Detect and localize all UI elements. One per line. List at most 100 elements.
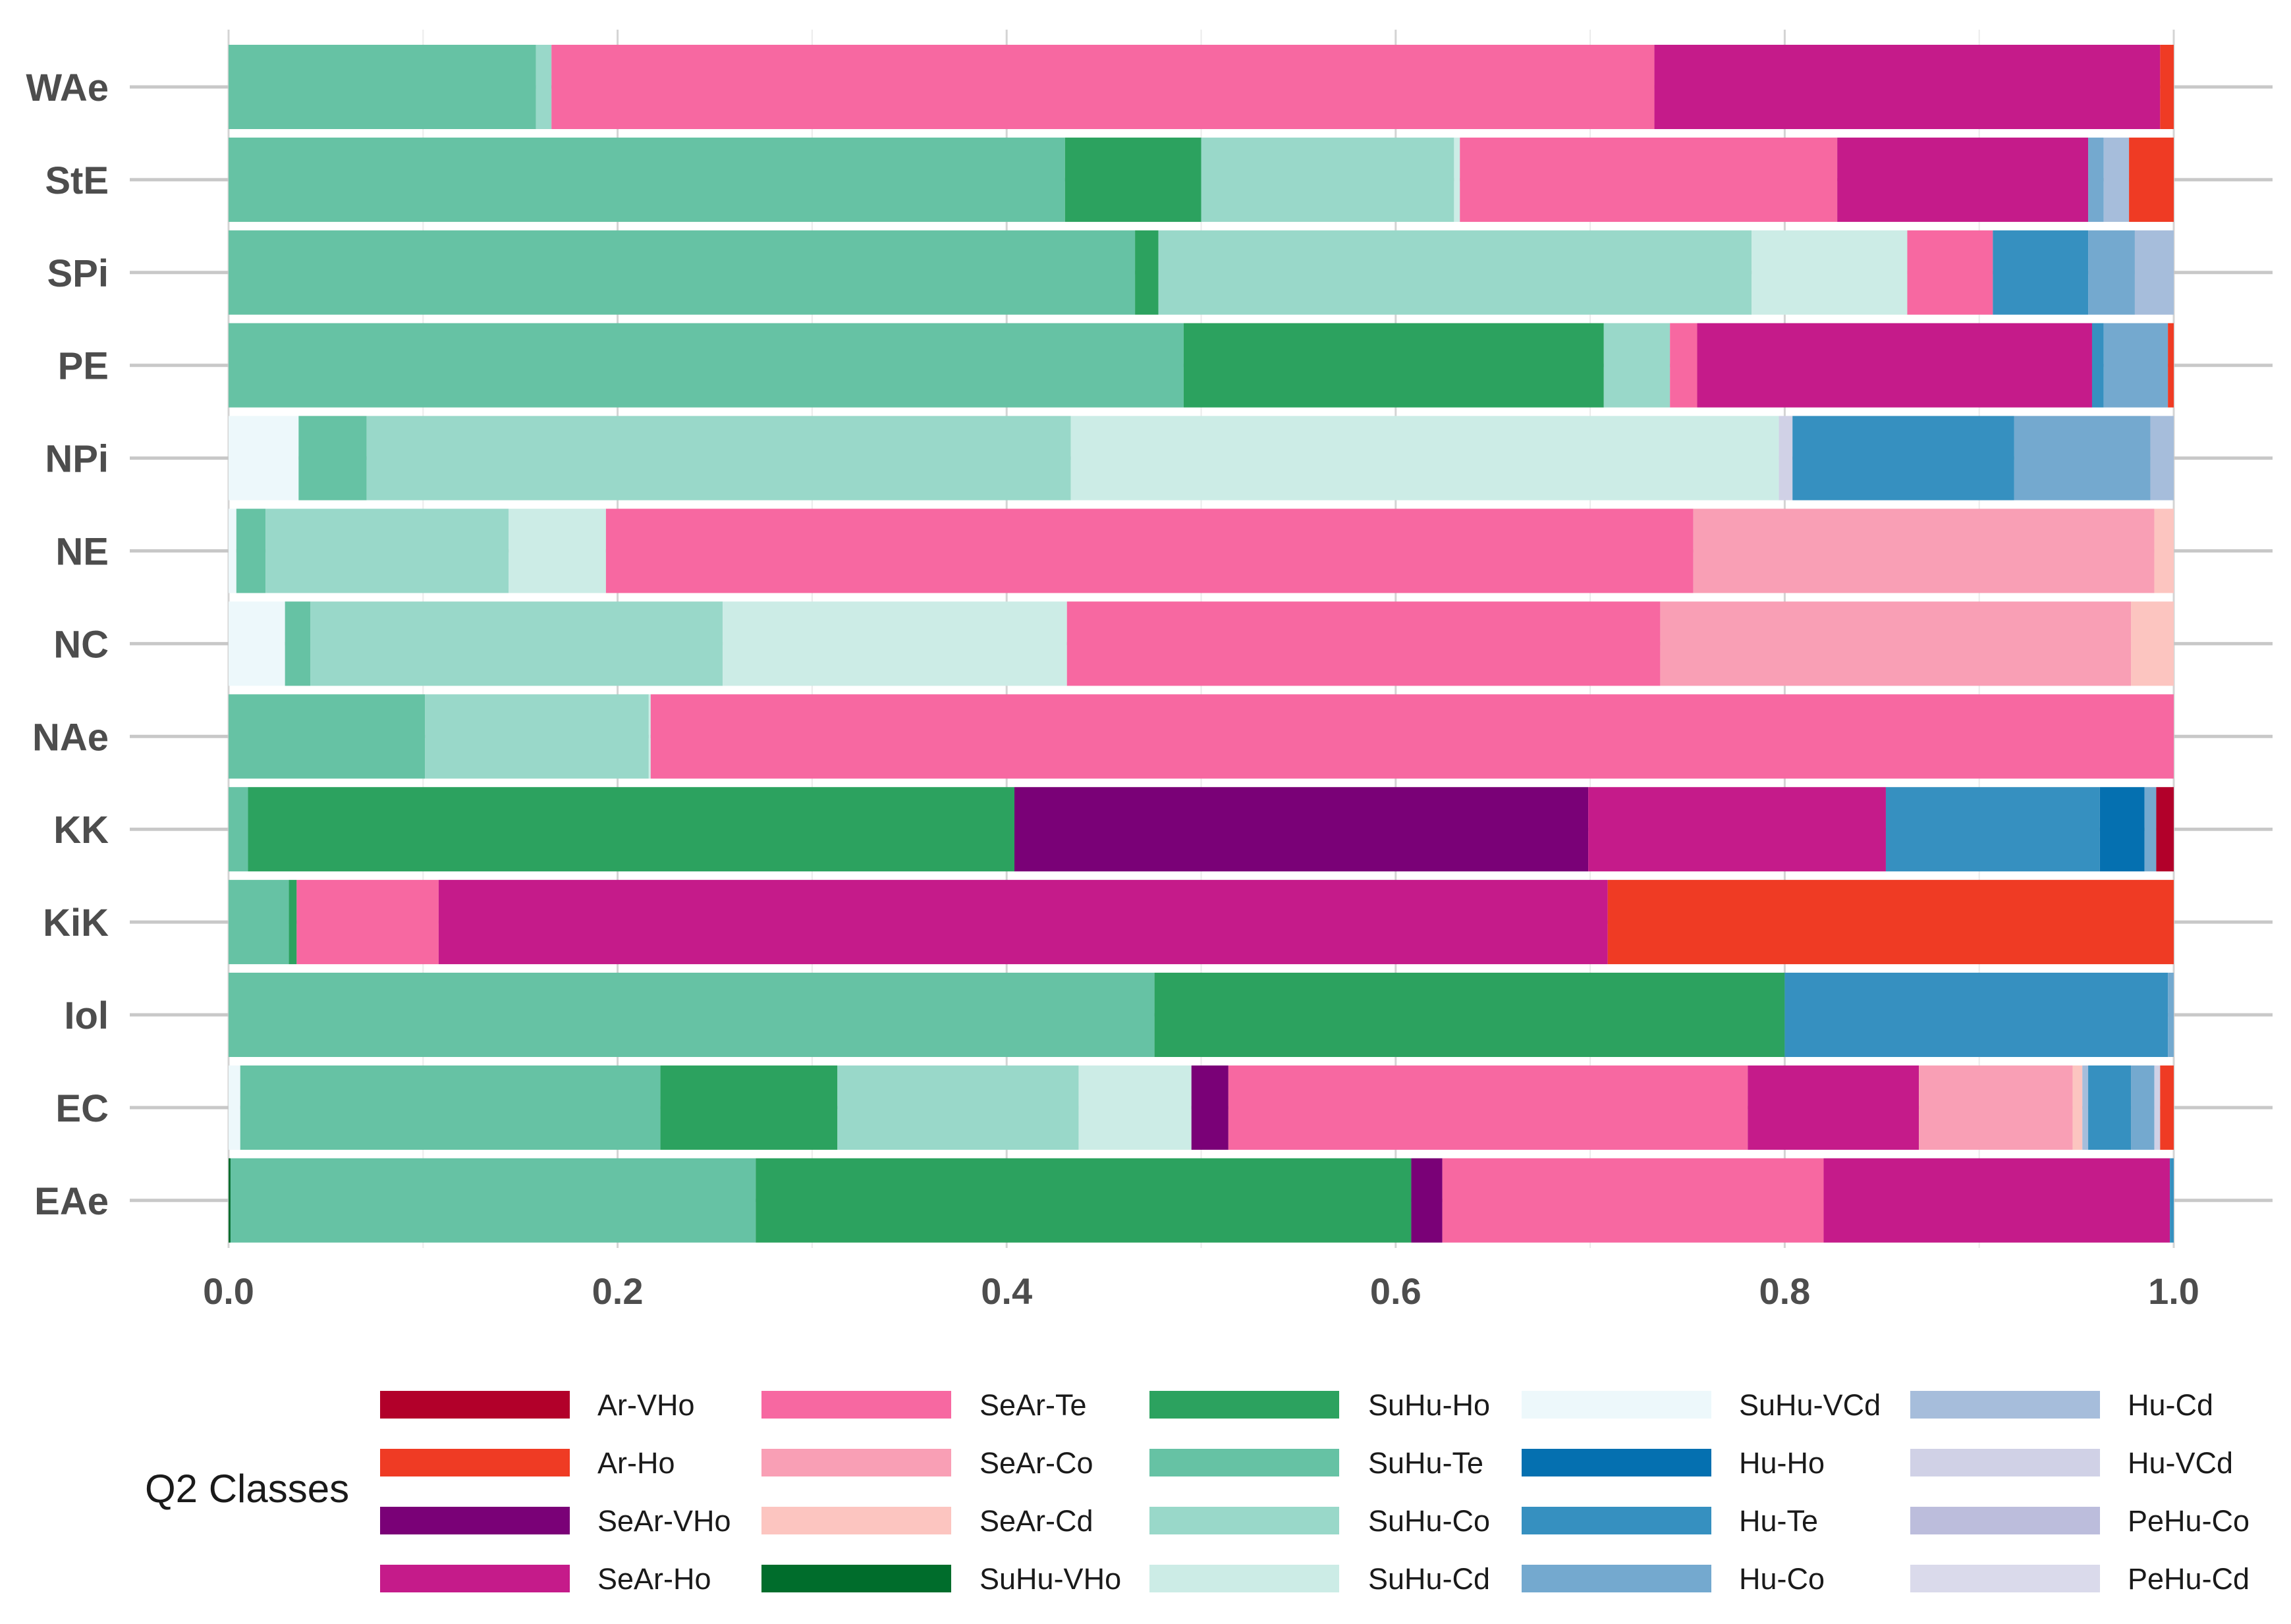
legend-label: SuHu-Ho [1368,1388,1490,1422]
bar-segment-NC-SuHu-Te: NC · SuHu-Te: 0.013 [285,601,311,686]
y-tick-label: EAe [34,1180,109,1223]
bar-segment-KK-Hu-Te: KK · Hu-Te: 0.11 [1885,787,2100,872]
bar-segment-Iol-SuHu-Te: Iol · SuHu-Te: 0.476 [229,973,1155,1057]
bar-segment-WAe-SuHu-Te: WAe · SuHu-Te: 0.158 [229,45,536,129]
legend-item-Ar-Ho: Ar-Ho [380,1446,675,1480]
legend-item-SuHu-VHo: SuHu-VHo [761,1562,1121,1596]
legend-swatch [761,1565,951,1592]
legend-swatch [761,1507,951,1534]
bar-group-StE: StE · SuHu-Te: 0.43StE · SuHu-Ho: 0.07St… [229,137,2174,222]
bar-segment-EAe-SeAr-VHo: EAe · SeAr-VHo: 0.016 [1411,1158,1443,1243]
bar-segment-KiK-Ar-Ho: KiK · Ar-Ho: 0.291 [1607,880,2174,965]
y-tick-label: KK [53,809,109,852]
bar-segment-NPi-Hu-VCd: NPi · Hu-VCd: 0.007 [1779,416,1793,501]
x-tick-label: 0.8 [1759,1270,1810,1312]
bar-segment-EAe-SuHu-Te: EAe · SuHu-Te: 0.27 [230,1158,756,1243]
y-tick-label: KiK [43,902,109,944]
bar-segment-SPi-Hu-Co: SPi · Hu-Co: 0.024 [2088,230,2135,315]
bar-group-KiK: KiK · SuHu-Te: 0.031KiK · SuHu-Ho: 0.004… [229,880,2174,965]
y-tick-label: WAe [26,67,109,109]
legend: Q2 Classes Ar-VHo Ar-Ho SeAr-VHo SeAr-Ho SeA… [145,1388,2250,1596]
legend-label: Hu-Te [1739,1504,1818,1538]
legend-swatch [1149,1391,1339,1419]
bar-segment-WAe-SeAr-Te: WAe · SeAr-Te: 0.567 [551,45,1655,129]
bar-segment-PE-SuHu-Co: PE · SuHu-Co: 0.034 [1603,323,1670,408]
x-tick-label: 0.4 [981,1270,1032,1312]
legend-label: SuHu-Te [1368,1446,1483,1480]
bar-group-NAe: NAe · SuHu-Te: 0.101NAe · SuHu-Co: 0.115… [229,694,2174,779]
bar-segment-EAe-SuHu-VHo: EAe · SuHu-VHo: 0.001 [229,1158,231,1243]
bar-group-NE: NE · SuHu-VCd: 0.004NE · SuHu-Te: 0.015N… [229,508,2174,593]
legend-item-Ar-VHo: Ar-VHo [380,1388,695,1422]
legend-swatch [1910,1391,2100,1419]
legend-swatch [1910,1565,2100,1592]
legend-label: Ar-VHo [597,1388,695,1422]
legend-label: SeAr-Te [980,1388,1087,1422]
bar-segment-KiK-SeAr-Ho: KiK · SeAr-Ho: 0.601 [438,880,1608,965]
x-tick-label: 0.2 [592,1270,644,1312]
legend-label: SuHu-Co [1368,1504,1490,1538]
legend-label: SuHu-VHo [980,1562,1121,1596]
legend-swatch [1522,1449,1711,1476]
bar-segment-SPi-SeAr-Te: SPi · SeAr-Te: 0.044 [1907,230,1993,315]
bar-segment-PE-Hu-Co: PE · Hu-Co: 0.033 [2103,323,2168,408]
bar-segment-NPi-SuHu-VCd: NPi · SuHu-VCd: 0.036 [229,416,299,501]
bar-segment-WAe-SeAr-Ho: WAe · SeAr-Ho: 0.26 [1654,45,2161,129]
bar-segment-NC-SuHu-Cd: NC · SuHu-Cd: 0.177 [723,601,1067,686]
legend-label: PeHu-Cd [2128,1562,2250,1596]
bar-segment-EAe-SeAr-Te: EAe · SeAr-Te: 0.196 [1442,1158,1824,1243]
bar-segment-NE-SeAr-Co: NE · SeAr-Co: 0.237 [1693,508,2155,593]
bar-segment-KK-Ar-VHo: KK · Ar-VHo: 0.009 [2156,787,2174,872]
legend-swatch [1910,1507,2100,1534]
bar-segment-NC-SuHu-VCd: NC · SuHu-VCd: 0.029 [229,601,285,686]
legend-swatch [380,1507,570,1534]
y-axis: WAe StE SPi PE NPi NE NC NAe KK KiK Iol EC EAe [26,67,109,1223]
bar-segment-PE-Hu-Te: PE · Hu-Te: 0.006 [2091,323,2104,408]
legend-swatch [1522,1391,1711,1419]
bar-segment-StE-SuHu-Cd: StE · SuHu-Cd: 0.003 [1454,137,1460,222]
bar-group-EAe: EAe · SuHu-VHo: 0.001EAe · SuHu-Te: 0.27… [229,1158,2174,1243]
bar-segment-EC-SuHu-Ho: EC · SuHu-Ho: 0.091 [660,1065,838,1150]
bar-segment-EC-Hu-VCd: EC · Hu-VCd: 0.003 [2154,1065,2161,1150]
bar-group-Iol: Iol · SuHu-Te: 0.476Iol · SuHu-Ho: 0.324… [229,973,2174,1057]
bar-segment-SPi-SuHu-Ho: SPi · SuHu-Ho: 0.012 [1135,230,1159,315]
y-tick-label: NE [55,531,109,574]
bar-segment-KK-Hu-Ho: KK · Hu-Ho: 0.023 [2099,787,2145,872]
legend-item-SuHu-VCd: SuHu-VCd [1522,1388,1881,1422]
legend-label: Ar-Ho [597,1446,675,1480]
bar-segment-EC-Hu-Te: EC · Hu-Te: 0.022 [2088,1065,2132,1150]
bar-segment-PE-SeAr-Ho: PE · SeAr-Ho: 0.203 [1697,323,2092,408]
legend-swatch [1149,1449,1339,1476]
legend-item-Hu-Cd: Hu-Cd [1910,1388,2213,1422]
bar-segment-EC-Hu-Cd: EC · Hu-Cd: 0.003 [2082,1065,2089,1150]
bar-segment-KK-SeAr-Ho: KK · SeAr-Ho: 0.153 [1588,787,1886,872]
y-tick-label: PE [58,345,109,388]
legend-swatch [1149,1507,1339,1534]
bar-segment-NE-SeAr-Te: NE · SeAr-Te: 0.559 [605,508,1694,593]
legend-item-SeAr-Ho: SeAr-Ho [380,1562,711,1596]
legend-swatch [1910,1449,2100,1476]
bar-segment-PE-SuHu-Te: PE · SuHu-Te: 0.491 [229,323,1184,408]
bars: WAe · SuHu-Te: 0.158WAe · SuHu-Co: 0.008… [229,45,2174,1243]
bar-segment-NAe-SeAr-Te: NAe · SeAr-Te: 0.783 [650,694,2174,779]
bar-segment-EC-SeAr-VHo: EC · SeAr-VHo: 0.019 [1191,1065,1228,1150]
bar-segment-EC-SeAr-Cd: EC · SeAr-Cd: 0.005 [2072,1065,2083,1150]
legend-label: SeAr-VHo [597,1504,731,1538]
legend-label: SeAr-Ho [597,1562,711,1596]
bar-segment-EC-SeAr-Ho: EC · SeAr-Ho: 0.088 [1748,1065,1919,1150]
bar-segment-NE-SuHu-Cd: NE · SuHu-Cd: 0.05 [509,508,606,593]
legend-swatch [1149,1565,1339,1592]
bar-segment-EC-SeAr-Co: EC · SeAr-Co: 0.079 [1919,1065,2073,1150]
legend-item-SeAr-Te: SeAr-Te [761,1388,1087,1422]
bar-segment-WAe-Ar-Ho: WAe · Ar-Ho: 0.007 [2160,45,2174,129]
legend-label: Hu-Cd [2128,1388,2213,1422]
bar-segment-NPi-SuHu-Cd: NPi · SuHu-Cd: 0.364 [1070,416,1779,501]
bar-segment-NPi-Hu-Te: NPi · Hu-Te: 0.114 [1792,416,2014,501]
y-tick-label: Iol [64,994,109,1037]
bar-segment-NPi-SuHu-Te: NPi · SuHu-Te: 0.035 [298,416,367,501]
legend-item-Hu-Te: Hu-Te [1522,1504,1818,1538]
bar-segment-NE-SuHu-Co: NE · SuHu-Co: 0.125 [265,508,509,593]
bar-segment-KK-SeAr-VHo: KK · SeAr-VHo: 0.295 [1014,787,1589,872]
bar-segment-Iol-Hu-Te: Iol · Hu-Te: 0.197 [1784,973,2168,1057]
legend-swatch [1522,1565,1711,1592]
